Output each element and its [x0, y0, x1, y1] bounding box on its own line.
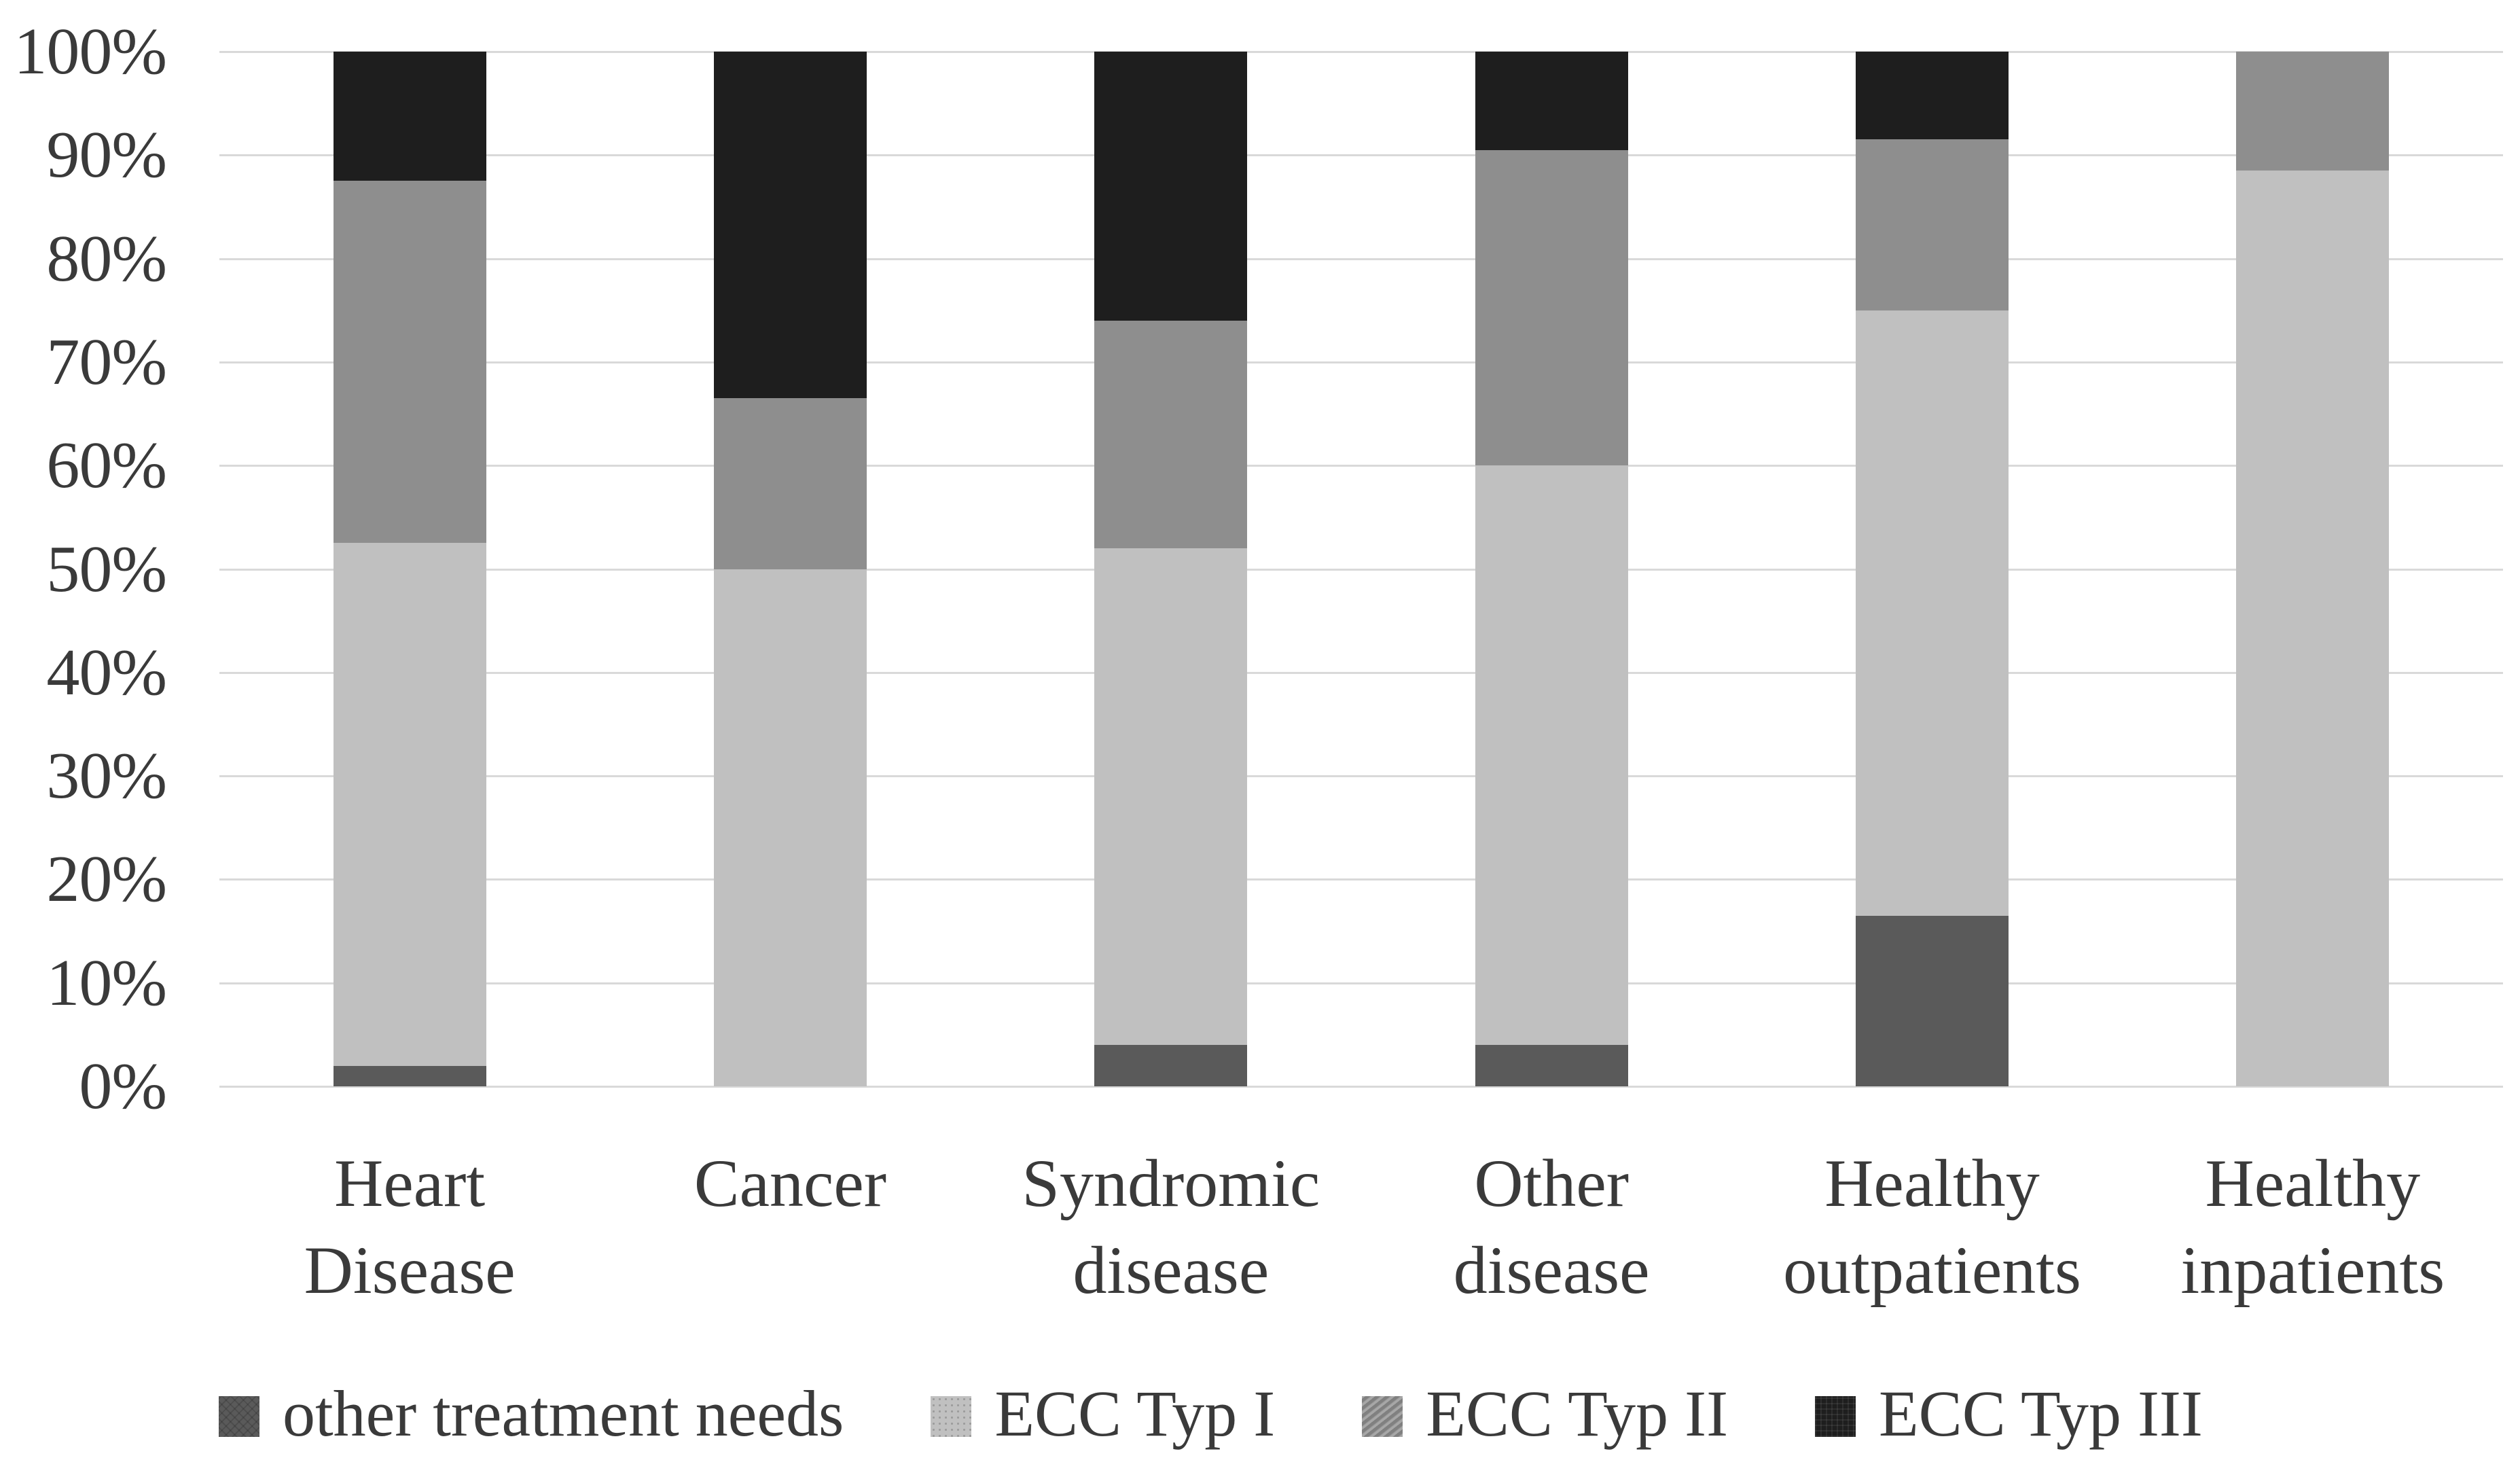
bar-other-disease-segment-other-treatment-needs: [1475, 1045, 1628, 1086]
y-tick-label-90: 90%: [46, 118, 167, 192]
legend-swatch-other-treatment-needs: [219, 1396, 259, 1437]
bar-healthy-outpatients: [1856, 52, 2009, 1086]
bar-healthy-outpatients-segment-other-treatment-needs: [1856, 915, 2009, 1086]
bar-heart-disease-segment-ecc-typ-ii: [333, 181, 486, 544]
bar-healthy-outpatients-segment-ecc-typ-iii: [1856, 52, 2009, 140]
y-tick-label-10: 10%: [46, 946, 167, 1020]
bar-healthy-inpatients-segment-ecc-typ-ii: [2236, 52, 2390, 171]
x-label-cancer: Cancer: [694, 1145, 887, 1221]
bar-cancer-segment-ecc-typ-i: [714, 569, 867, 1086]
y-tick-label-20: 20%: [46, 842, 167, 917]
y-tick-label-70: 70%: [46, 325, 167, 399]
bar-cancer-segment-ecc-typ-iii: [714, 52, 867, 399]
legend-label-ecc-typ-i: ECC Typ I: [994, 1377, 1276, 1450]
gridline-40: [219, 671, 2503, 674]
y-tick-label-0: 0%: [79, 1050, 167, 1123]
legend-swatch-ecc-typ-i: [931, 1396, 972, 1437]
x-label-syndromic-disease: Syndromic disease: [1022, 1145, 1320, 1308]
x-label-healthy-outpatients: Healthy outpatients: [1783, 1145, 2081, 1308]
legend-item-ecc-typ-iii: ECC Typ III: [1815, 1381, 2203, 1452]
legend-item-ecc-typ-i: ECC Typ I: [931, 1381, 1275, 1452]
legend-item-other-treatment-needs: other treatment needs: [219, 1381, 844, 1452]
legend-label-ecc-typ-ii: ECC Typ II: [1426, 1377, 1729, 1450]
gridline-60: [219, 465, 2503, 467]
x-label-heart-disease: Heart Disease: [304, 1145, 516, 1308]
gridline-50: [219, 568, 2503, 571]
y-tick-label-40: 40%: [46, 635, 167, 709]
bar-syndromic-disease-segment-ecc-typ-iii: [1094, 52, 1248, 321]
gridline-20: [219, 878, 2503, 881]
bar-syndromic-disease: [1094, 52, 1248, 1086]
plot-area: [219, 51, 2503, 1088]
bar-heart-disease-segment-ecc-typ-iii: [333, 52, 486, 181]
bar-syndromic-disease-segment-ecc-typ-ii: [1094, 321, 1248, 549]
gridline-10: [219, 982, 2503, 984]
bar-heart-disease-segment-ecc-typ-i: [333, 543, 486, 1066]
legend: other treatment needs ECC Typ I ECC Typ II…: [219, 1372, 2203, 1461]
bar-healthy-outpatients-segment-ecc-typ-i: [1856, 310, 2009, 916]
bar-syndromic-disease-segment-other-treatment-needs: [1094, 1045, 1248, 1086]
bar-healthy-outpatients-segment-ecc-typ-ii: [1856, 139, 2009, 310]
bar-healthy-inpatients-segment-ecc-typ-i: [2236, 171, 2390, 1086]
bar-cancer-segment-ecc-typ-ii: [714, 398, 867, 569]
bar-heart-disease-segment-other-treatment-needs: [333, 1065, 486, 1086]
legend-swatch-ecc-typ-iii: [1815, 1396, 1856, 1437]
gridline-100: [219, 51, 2503, 53]
y-tick-label-50: 50%: [46, 532, 167, 606]
legend-label-other-treatment-needs: other treatment needs: [283, 1377, 844, 1450]
gridline-80: [219, 257, 2503, 260]
bar-other-disease: [1475, 52, 1628, 1086]
gridline-30: [219, 775, 2503, 778]
y-tick-label-60: 60%: [46, 429, 167, 503]
bar-healthy-inpatients: [2236, 52, 2390, 1086]
y-tick-label-80: 80%: [46, 221, 167, 296]
y-tick-label-100: 100%: [14, 15, 167, 88]
bar-other-disease-segment-ecc-typ-iii: [1475, 52, 1628, 150]
bar-other-disease-segment-ecc-typ-i: [1475, 465, 1628, 1046]
gridline-70: [219, 361, 2503, 363]
x-label-healthy-inpatients: Healthy inpatients: [2180, 1145, 2445, 1308]
gridline-0: [219, 1086, 2503, 1088]
gridline-90: [219, 154, 2503, 157]
legend-swatch-ecc-typ-ii: [1362, 1396, 1403, 1437]
bar-cancer: [714, 52, 867, 1086]
legend-label-ecc-typ-iii: ECC Typ III: [1879, 1377, 2203, 1450]
bar-syndromic-disease-segment-ecc-typ-i: [1094, 548, 1248, 1046]
bar-heart-disease: [333, 52, 486, 1086]
y-tick-label-30: 30%: [46, 739, 167, 813]
bar-other-disease-segment-ecc-typ-ii: [1475, 149, 1628, 466]
x-label-other-disease: Other disease: [1453, 1145, 1650, 1308]
legend-item-ecc-typ-ii: ECC Typ II: [1362, 1381, 1728, 1452]
